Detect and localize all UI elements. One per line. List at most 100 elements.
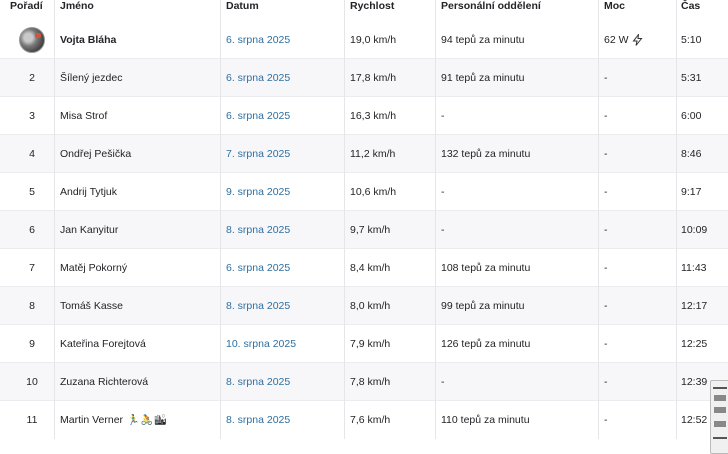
header-heart-rate[interactable]: Personální oddělení (441, 0, 541, 12)
speed-cell: 9,7 km/h (350, 224, 391, 236)
table-row[interactable]: 9 Kateřina Forejtová 10. srpna 2025 7,9 … (0, 325, 728, 363)
rank-cell: 7 (29, 262, 35, 274)
athlete-name-cell: Martin Verner 🏃‍♂️🚴🏙 (60, 401, 220, 439)
power-cell: - (604, 148, 608, 160)
power-value: 62 W (604, 34, 629, 46)
time-cell: 12:39 (681, 376, 708, 388)
athlete-name-link[interactable]: Martin Verner (60, 414, 124, 426)
speed-cell: 8,0 km/h (350, 300, 391, 312)
athlete-name-link[interactable]: Misa Strof (60, 110, 108, 122)
rank-cell: 9 (29, 338, 35, 350)
table-row[interactable]: 3 Misa Strof 6. srpna 2025 16,3 km/h - -… (0, 97, 728, 135)
heart-rate-cell: 91 tepů za minutu (441, 72, 525, 84)
header-time[interactable]: Čas (681, 0, 701, 12)
table-row[interactable]: 7 Matěj Pokorný 6. srpna 2025 8,4 km/h 1… (0, 249, 728, 287)
speed-cell: 8,4 km/h (350, 262, 391, 274)
table-row[interactable]: 4 Ondřej Pešička 7. srpna 2025 11,2 km/h… (0, 135, 728, 173)
speed-cell: 19,0 km/h (350, 34, 397, 46)
window-thumbnail[interactable] (710, 380, 728, 454)
activity-date-link[interactable]: 8. srpna 2025 (226, 376, 291, 388)
power-cell: 62 W (604, 21, 676, 59)
activity-emoji-icon: 🏃‍♂️🚴🏙 (127, 414, 168, 426)
athlete-name-link[interactable]: Ondřej Pešička (60, 148, 132, 160)
lightning-bolt-icon (632, 34, 643, 46)
activity-date-link[interactable]: 9. srpna 2025 (226, 186, 291, 198)
power-cell: - (604, 376, 608, 388)
table-row[interactable]: 2 Šílený jezdec 6. srpna 2025 17,8 km/h … (0, 59, 728, 97)
athlete-name-link[interactable]: Jan Kanyitur (60, 224, 119, 236)
athlete-name-link[interactable]: Vojta Bláha (60, 34, 117, 46)
time-cell: 8:46 (681, 148, 702, 160)
activity-date-link[interactable]: 7. srpna 2025 (226, 148, 291, 160)
athlete-name-link[interactable]: Matěj Pokorný (60, 262, 128, 274)
heart-rate-cell: 132 tepů za minutu (441, 148, 531, 160)
athlete-name-link[interactable]: Zuzana Richterová (60, 376, 149, 388)
rank-cell: 8 (29, 300, 35, 312)
header-power[interactable]: Moc (604, 0, 625, 12)
heart-rate-cell: 110 tepů za minutu (441, 414, 530, 426)
power-cell: - (604, 110, 608, 122)
activity-date-link[interactable]: 8. srpna 2025 (226, 414, 291, 426)
power-cell: - (604, 338, 608, 350)
power-cell: - (604, 72, 608, 84)
time-cell: 6:00 (681, 110, 702, 122)
athlete-name-link[interactable]: Tomáš Kasse (60, 300, 124, 312)
activity-date-link[interactable]: 6. srpna 2025 (226, 34, 291, 46)
athlete-name-link[interactable]: Kateřina Forejtová (60, 338, 146, 350)
power-cell: - (604, 300, 608, 312)
rank-cell: 6 (29, 224, 35, 236)
leaderboard-table: Pořadí Jméno Datum Rychlost Personální o… (0, 0, 728, 439)
table-row[interactable]: 11 Martin Verner 🏃‍♂️🚴🏙 8. srpna 2025 7,… (0, 401, 728, 439)
rank-cell: 10 (26, 376, 38, 388)
athlete-name-link[interactable]: Šílený jezdec (60, 72, 123, 84)
heart-rate-cell: 108 tepů za minutu (441, 262, 531, 274)
activity-date-link[interactable]: 6. srpna 2025 (226, 262, 291, 274)
header-name[interactable]: Jméno (60, 0, 94, 12)
time-cell: 12:17 (681, 300, 708, 312)
activity-date-link[interactable]: 6. srpna 2025 (226, 110, 291, 122)
rank-cell: 11 (26, 414, 38, 426)
table-row[interactable]: 5 Andrij Tytjuk 9. srpna 2025 10,6 km/h … (0, 173, 728, 211)
time-cell: 5:10 (681, 34, 702, 46)
rider-avatar[interactable] (19, 27, 45, 53)
activity-date-link[interactable]: 10. srpna 2025 (226, 338, 297, 350)
time-cell: 5:31 (681, 72, 702, 84)
speed-cell: 7,9 km/h (350, 338, 391, 350)
power-cell: - (604, 414, 608, 426)
speed-cell: 11,2 km/h (350, 148, 396, 160)
heart-rate-cell: 94 tepů za minutu (441, 34, 525, 46)
heart-rate-cell: - (441, 110, 445, 122)
heart-rate-cell: 99 tepů za minutu (441, 300, 525, 312)
time-cell: 10:09 (681, 224, 708, 236)
table-row[interactable]: Vojta Bláha 6. srpna 2025 19,0 km/h 94 t… (0, 21, 728, 59)
table-header: Pořadí Jméno Datum Rychlost Personální o… (0, 0, 728, 14)
heart-rate-cell: - (441, 224, 445, 236)
time-cell: 11:43 (681, 262, 707, 274)
table-row[interactable]: 10 Zuzana Richterová 8. srpna 2025 7,8 k… (0, 363, 728, 401)
rank-cell: 5 (29, 186, 35, 198)
rank-cell: 4 (29, 148, 35, 160)
rank-cell: 3 (29, 110, 35, 122)
heart-rate-cell: 126 tepů za minutu (441, 338, 531, 350)
power-cell: - (604, 186, 608, 198)
speed-cell: 7,6 km/h (350, 414, 391, 426)
table-row[interactable]: 6 Jan Kanyitur 8. srpna 2025 9,7 km/h - … (0, 211, 728, 249)
rank-cell: 2 (29, 72, 35, 84)
time-cell: 9:17 (681, 186, 702, 198)
activity-date-link[interactable]: 8. srpna 2025 (226, 224, 291, 236)
time-cell: 12:25 (681, 338, 708, 350)
activity-date-link[interactable]: 6. srpna 2025 (226, 72, 291, 84)
heart-rate-cell: - (441, 186, 445, 198)
rank-cell (10, 21, 54, 59)
speed-cell: 17,8 km/h (350, 72, 397, 84)
speed-cell: 10,6 km/h (350, 186, 397, 198)
power-cell: - (604, 224, 608, 236)
header-rank[interactable]: Pořadí (10, 0, 43, 12)
table-row[interactable]: 8 Tomáš Kasse 8. srpna 2025 8,0 km/h 99 … (0, 287, 728, 325)
power-cell: - (604, 262, 608, 274)
header-speed[interactable]: Rychlost (350, 0, 395, 12)
speed-cell: 7,8 km/h (350, 376, 391, 388)
activity-date-link[interactable]: 8. srpna 2025 (226, 300, 291, 312)
header-date[interactable]: Datum (226, 0, 259, 12)
athlete-name-link[interactable]: Andrij Tytjuk (60, 186, 117, 198)
